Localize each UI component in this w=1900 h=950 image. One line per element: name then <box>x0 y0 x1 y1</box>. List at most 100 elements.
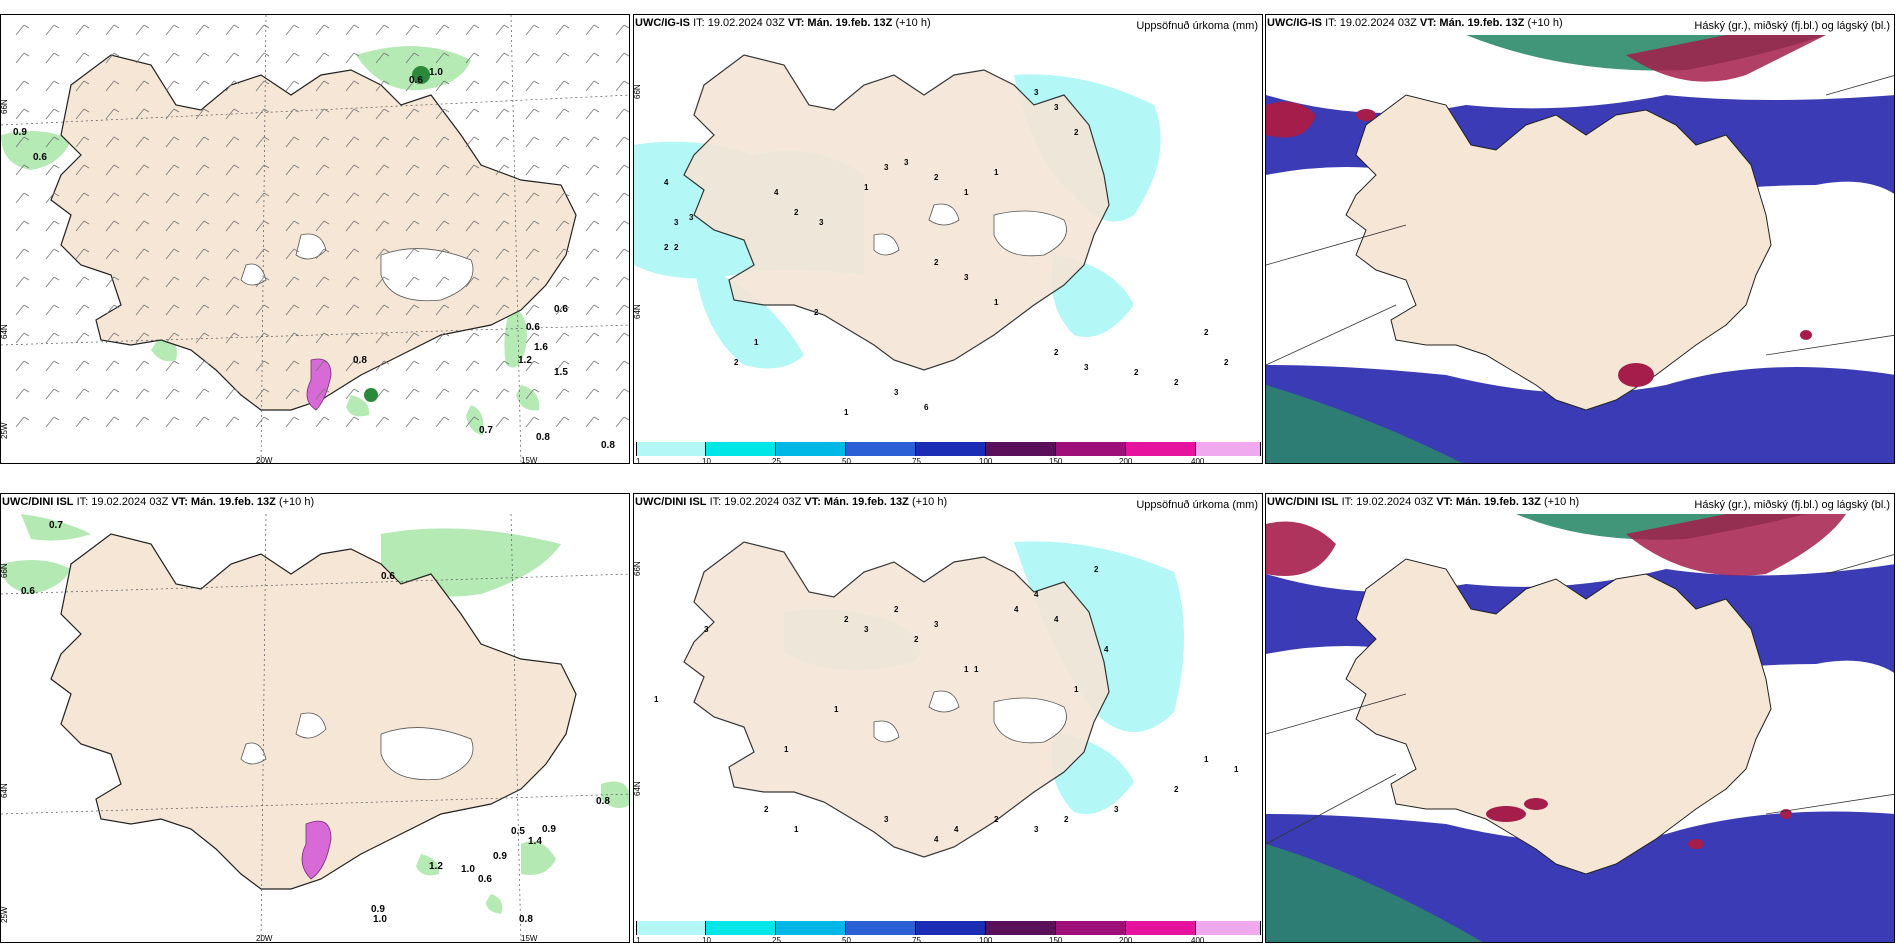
init-time: IT: 19.02.2024 03Z <box>1341 496 1434 508</box>
lon-label: 15W <box>521 934 538 943</box>
svg-text:1: 1 <box>864 183 869 192</box>
panel-title: Uppsöfnuð úrkoma (mm) <box>1136 20 1258 32</box>
valid-time: VT: Mán. 19.feb. 13Z <box>171 496 276 508</box>
svg-text:1: 1 <box>654 695 659 704</box>
lon-label: 20W <box>256 456 273 464</box>
colorbar-cell <box>986 921 1056 935</box>
svg-text:1: 1 <box>754 338 759 347</box>
svg-text:6: 6 <box>924 403 929 412</box>
lat-label: 66N <box>1 563 9 578</box>
svg-text:2: 2 <box>734 358 739 367</box>
svg-text:3: 3 <box>904 158 909 167</box>
svg-text:2: 2 <box>844 615 849 624</box>
colorbar-cell <box>846 921 916 935</box>
svg-text:2: 2 <box>674 243 679 252</box>
value-label: 0.8 <box>601 440 615 451</box>
svg-text:2: 2 <box>1224 358 1229 367</box>
lon-label: 25W <box>1 906 9 923</box>
colorbar-tick: 50 <box>842 457 851 464</box>
svg-text:3: 3 <box>864 625 869 634</box>
svg-text:1: 1 <box>964 188 969 197</box>
colorbar-tick: 1 <box>636 936 641 943</box>
value-label: 1.0 <box>461 864 475 875</box>
precip-values-top: 0.9 0.6 0.6 1.0 0.6 0.6 1.2 1.6 1.5 0.7 … <box>13 67 615 451</box>
lat-label: 64N <box>634 304 642 319</box>
cloud-map-top <box>1266 35 1894 463</box>
colorbar-tick: 400 <box>1191 936 1205 943</box>
colorbar-cell <box>706 921 776 935</box>
svg-text:2: 2 <box>1134 368 1139 377</box>
colorbar-tick: 150 <box>1049 936 1063 943</box>
value-label: 1.0 <box>373 914 387 925</box>
lat-label: 64N <box>1 324 9 339</box>
model-name: UWC/DINI ISL <box>1267 496 1339 508</box>
svg-text:2: 2 <box>934 173 939 182</box>
svg-text:3: 3 <box>819 218 824 227</box>
precip-map-top: 433 2 24 231 332 113 322 312 322 222 121 … <box>634 54 1229 417</box>
value-label: 0.9 <box>371 904 385 915</box>
panel-title: Uppsöfnuð úrkoma (mm) <box>1136 499 1258 511</box>
value-label: 0.6 <box>478 874 492 885</box>
colorbar-tick: 150 <box>1049 457 1063 464</box>
lon-label: 15W <box>521 456 538 464</box>
colorbar-cell <box>636 921 706 935</box>
svg-text:4: 4 <box>954 825 959 834</box>
svg-text:3: 3 <box>884 163 889 172</box>
panel-title: Háský (gr.), miðský (fj.bl.) og lágský (… <box>1694 499 1890 511</box>
svg-text:2: 2 <box>764 805 769 814</box>
colorbar-tick: 25 <box>772 936 781 943</box>
panel-header: UWC/DINI ISL IT: 19.02.2024 03Z VT: Mán.… <box>1267 496 1579 508</box>
valid-time: VT: Mán. 19.feb. 13Z <box>1436 496 1541 508</box>
svg-text:1: 1 <box>994 298 999 307</box>
panel-title: Háský (gr.), miðský (fj.bl.) og lágský (… <box>1694 20 1890 32</box>
wind-map-bottom: 0.7 0.6 0.6 0.8 1.2 1.0 0.6 0.5 1.4 0.9 … <box>1 514 629 943</box>
value-label: 0.6 <box>409 75 423 86</box>
colorbar-cell <box>776 442 846 456</box>
svg-text:2: 2 <box>1174 785 1179 794</box>
svg-text:3: 3 <box>1114 805 1119 814</box>
model-name: UWC/DINI ISL <box>635 496 707 508</box>
lon-label: 25W <box>1 422 9 439</box>
svg-text:3: 3 <box>1084 363 1089 372</box>
svg-text:2: 2 <box>794 208 799 217</box>
svg-text:2: 2 <box>894 605 899 614</box>
value-label: 0.8 <box>536 432 550 443</box>
colorbar-tick: 25 <box>772 457 781 464</box>
wind-map-top: 0.9 0.6 0.6 1.0 0.6 0.6 1.2 1.6 1.5 0.7 … <box>1 15 629 464</box>
colorbar-cell <box>636 442 706 456</box>
init-time: IT: 19.02.2024 03Z <box>693 17 785 29</box>
value-label: 0.6 <box>381 571 395 582</box>
valid-time: VT: Mán. 19.feb. 13Z <box>804 496 909 508</box>
cloud-map-bottom <box>1266 514 1894 942</box>
lead-time: (+10 h) <box>911 496 948 508</box>
colorbar-cell <box>1126 921 1196 935</box>
lat-label: 66N <box>1 99 9 114</box>
value-label: 0.9 <box>493 851 507 862</box>
svg-text:4: 4 <box>1034 590 1039 599</box>
svg-text:2: 2 <box>914 635 919 644</box>
svg-text:3: 3 <box>704 625 709 634</box>
svg-text:1: 1 <box>994 168 999 177</box>
precip-panel-top: UWC/IG-IS IT: 19.02.2024 03Z VT: Mán. 19… <box>633 14 1263 464</box>
valid-time: VT: Mán. 19.feb. 13Z <box>1419 17 1525 29</box>
init-time: IT: 19.02.2024 03Z <box>76 496 169 508</box>
value-label: 0.7 <box>49 520 63 531</box>
svg-text:2: 2 <box>934 258 939 267</box>
value-label: 0.6 <box>554 304 568 315</box>
svg-text:2: 2 <box>814 308 819 317</box>
svg-text:4: 4 <box>774 188 779 197</box>
svg-text:2: 2 <box>1064 815 1069 824</box>
svg-text:3: 3 <box>884 815 889 824</box>
svg-text:3: 3 <box>1034 88 1039 97</box>
colorbar-tick: 10 <box>702 457 711 464</box>
wind-panel-top: 0.9 0.6 0.6 1.0 0.6 0.6 1.2 1.6 1.5 0.7 … <box>0 14 630 464</box>
colorbar-tick: 1 <box>636 457 641 464</box>
colorbar-cell <box>916 921 986 935</box>
lat-label: 64N <box>1 783 9 798</box>
svg-text:2: 2 <box>1174 378 1179 387</box>
value-label: 0.5 <box>511 826 525 837</box>
lead-time: (+10 h) <box>1543 496 1580 508</box>
lead-time: (+10 h) <box>895 17 931 29</box>
colorbar-tick: 50 <box>842 936 851 943</box>
colorbar-cell <box>1056 442 1126 456</box>
